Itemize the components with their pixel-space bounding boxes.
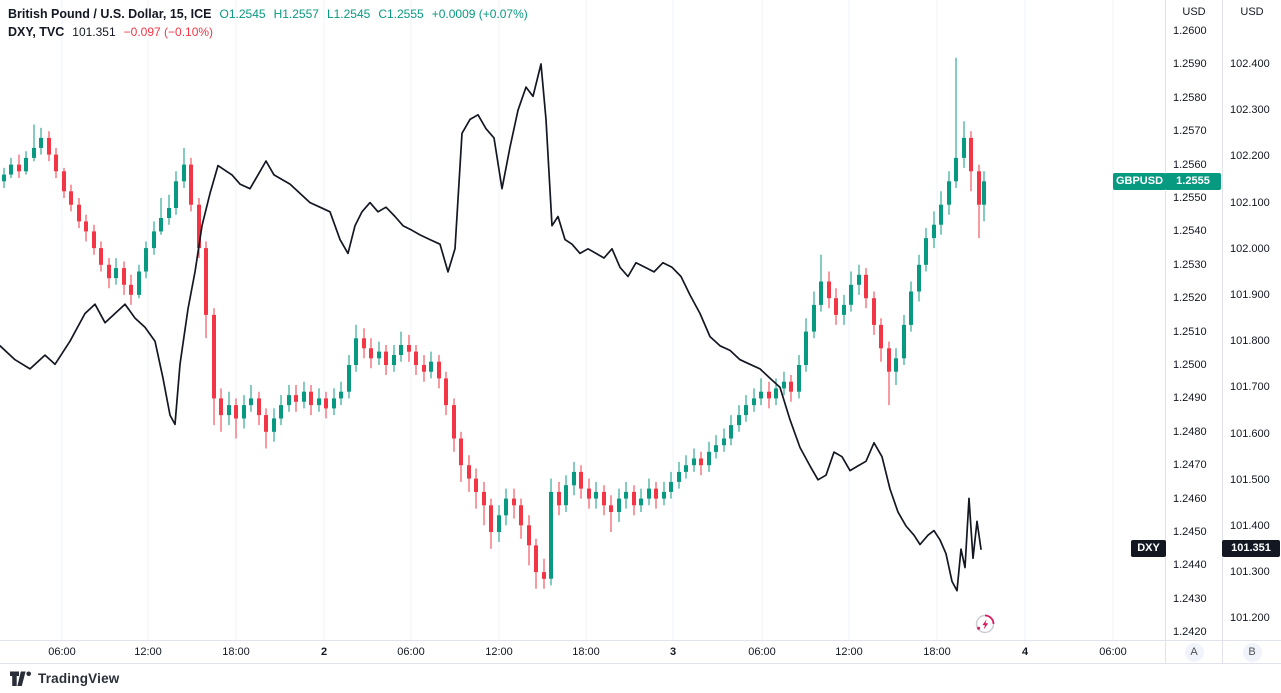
ohlc-high: H1.2557 <box>273 7 319 21</box>
tradingview-logo[interactable]: TradingView <box>10 671 119 687</box>
scale-mode-b-button[interactable]: B <box>1242 642 1262 662</box>
time-tick-label: 06:00 <box>48 646 76 658</box>
footer-bar: TradingView <box>0 663 1281 693</box>
time-tick-label: 2 <box>320 646 328 658</box>
price-tick-label: 101.700 <box>1230 381 1270 393</box>
price-tick-label: 102.000 <box>1230 243 1270 255</box>
price-tick-label: 1.2460 <box>1173 493 1207 505</box>
time-tick-label: 3 <box>669 646 677 658</box>
price-tick-label: 1.2560 <box>1173 159 1207 171</box>
gbpusd-series-name-label: GBPUSD <box>1113 173 1166 190</box>
scale-footer-b: B <box>1223 640 1281 663</box>
price-tick-label: 101.200 <box>1230 612 1270 624</box>
price-tick-label: 102.100 <box>1230 197 1270 209</box>
ohlc-open: O1.2545 <box>219 7 266 21</box>
price-tick-label: 1.2490 <box>1173 392 1207 404</box>
scale-mode-a-button[interactable]: A <box>1184 642 1204 662</box>
price-tick-label: 101.600 <box>1230 428 1270 440</box>
time-tick-label: 06:00 <box>1099 646 1127 658</box>
price-tick-label: 1.2590 <box>1173 58 1207 70</box>
symbol-title: British Pound / U.S. Dollar, 15, ICE <box>8 7 212 21</box>
overlay-title: DXY, TVC <box>8 25 65 39</box>
price-tick-label: 1.2580 <box>1173 92 1207 104</box>
price-tick-label: 101.900 <box>1230 289 1270 301</box>
price-tick-label: 1.2510 <box>1173 326 1207 338</box>
price-tick-label: 1.2440 <box>1173 559 1207 571</box>
dxy-price-label: 101.351 <box>1222 540 1280 557</box>
price-tick-label: 1.2470 <box>1173 459 1207 471</box>
price-tick-label: 1.2500 <box>1173 359 1207 371</box>
price-tick-label: 101.500 <box>1230 474 1270 486</box>
time-tick-label: 12:00 <box>485 646 513 658</box>
price-tick-label: 101.400 <box>1230 520 1270 532</box>
time-tick-label: 12:00 <box>134 646 162 658</box>
price-tick-label: 1.2550 <box>1173 192 1207 204</box>
symbol-change: +0.0009 (+0.07%) <box>431 7 528 21</box>
time-tick-label: 12:00 <box>835 646 863 658</box>
time-tick-label: 06:00 <box>748 646 776 658</box>
ohlc-close: C1.2555 <box>378 7 424 21</box>
price-tick-label: 1.2530 <box>1173 259 1207 271</box>
price-scale-gbpusd[interactable]: USD 1.2600 1.2590 1.2580 1.2570 1.2560 1.2550… <box>1165 0 1222 663</box>
price-tick-label: 102.300 <box>1230 104 1270 116</box>
scale-footer-a: A <box>1166 640 1222 663</box>
price-tick-label: 101.300 <box>1230 566 1270 578</box>
time-tick-label: 18:00 <box>572 646 600 658</box>
time-tick-label: 18:00 <box>222 646 250 658</box>
legend-overlay-series[interactable]: DXY, TVC 101.351 −0.097 (−0.10%) <box>8 23 528 41</box>
legend-main-series[interactable]: British Pound / U.S. Dollar, 15, ICE O1.… <box>8 5 528 23</box>
price-chart <box>0 0 1114 640</box>
time-tick-label: 18:00 <box>923 646 951 658</box>
time-tick-label: 4 <box>1021 646 1029 658</box>
time-tick-label: 06:00 <box>397 646 425 658</box>
price-tick-label: 1.2420 <box>1173 626 1207 638</box>
price-tick-label: 1.2430 <box>1173 593 1207 605</box>
price-scale-dxy[interactable]: USD 102.400 102.300 102.200 102.100 102.000 1… <box>1222 0 1281 663</box>
price-tick-label: 1.2600 <box>1173 25 1207 37</box>
price-tick-label: 101.800 <box>1230 335 1270 347</box>
price-tick-label: 1.2480 <box>1173 426 1207 438</box>
currency-label-gbpusd: USD <box>1182 6 1206 18</box>
price-tick-label: 102.400 <box>1230 58 1270 70</box>
price-tick-label: 102.200 <box>1230 150 1270 162</box>
ohlc-low: L1.2545 <box>326 7 371 21</box>
currency-label-dxy: USD <box>1240 6 1264 18</box>
price-tick-label: 1.2540 <box>1173 225 1207 237</box>
chart-canvas[interactable]: British Pound / U.S. Dollar, 15, ICE O1.… <box>0 0 1165 663</box>
flash-marker-icon[interactable] <box>974 613 996 635</box>
overlay-value: 101.351 <box>72 25 116 39</box>
dxy-series-name-label: DXY <box>1131 540 1166 557</box>
gbpusd-price-label: 1.2555 <box>1165 173 1221 190</box>
chart-legend: British Pound / U.S. Dollar, 15, ICE O1.… <box>8 5 528 41</box>
tradingview-logo-icon <box>10 671 32 686</box>
tradingview-logo-text: TradingView <box>38 671 120 686</box>
price-tick-label: 1.2570 <box>1173 125 1207 137</box>
time-axis[interactable]: 06:00 12:00 18:00 2 06:00 12:00 18:00 3 06:00 12:… <box>0 640 1165 663</box>
price-tick-label: 1.2450 <box>1173 526 1207 538</box>
overlay-change: −0.097 (−0.10%) <box>123 25 214 39</box>
price-tick-label: 1.2520 <box>1173 292 1207 304</box>
